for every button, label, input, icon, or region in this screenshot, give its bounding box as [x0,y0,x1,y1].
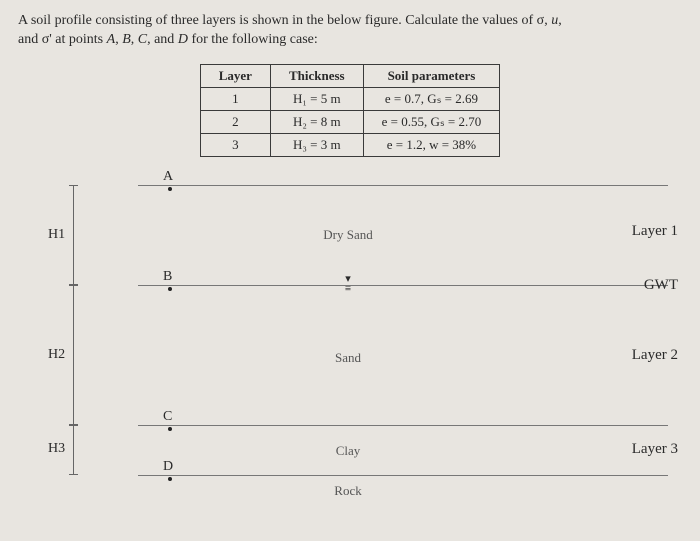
mid-rock: Rock [334,483,361,499]
line-c [138,425,668,426]
h2-label: H2 [48,347,65,363]
point-d-label: D [163,459,173,475]
line-top [138,185,668,186]
right-layer2: Layer 2 [632,347,678,364]
th-layer: Layer [200,64,270,87]
mid-clay: Clay [336,443,361,459]
problem-statement: A soil profile consisting of three layer… [18,12,682,50]
table-row: 3 H₃ = 3 m e = 1.2, w = 38% [200,133,500,156]
right-layer1: Layer 1 [632,223,678,240]
mid-sand: Sand [335,350,361,366]
h1-label: H1 [48,227,65,243]
problem-line2-pre: and σ' at points [18,32,107,47]
mid-dry-sand: Dry Sand [323,227,372,243]
point-d-dot [168,477,172,481]
bracket-h3 [73,425,74,475]
soil-profile-diagram: A B C D Dry Sand ▾ ≡ Sand Clay Rock Laye… [18,175,678,505]
th-thickness: Thickness [270,64,363,87]
problem-line1-pre: A soil profile consisting of three layer… [18,13,551,28]
gwt-symbol-icon: ▾ ≡ [345,275,351,295]
table-header-row: Layer Thickness Soil parameters [200,64,500,87]
point-a-dot [168,187,172,191]
right-layer3: Layer 3 [632,441,678,458]
th-params: Soil parameters [363,64,500,87]
point-c-dot [168,427,172,431]
table-row: 1 H₁ = 5 m e = 0.7, Gₛ = 2.69 [200,87,500,110]
point-b-dot [168,287,172,291]
point-c-label: C [163,409,172,425]
layer-table: Layer Thickness Soil parameters 1 H₁ = 5… [200,64,501,157]
bracket-h2 [73,285,74,425]
line-b [138,285,668,286]
right-gwt: GWT [644,277,678,294]
point-a-label: A [163,169,173,185]
table-row: 2 H₂ = 8 m e = 0.55, Gₛ = 2.70 [200,110,500,133]
line-d [138,475,668,476]
h3-label: H3 [48,441,65,457]
bracket-h1 [73,185,74,285]
point-b-label: B [163,269,172,285]
